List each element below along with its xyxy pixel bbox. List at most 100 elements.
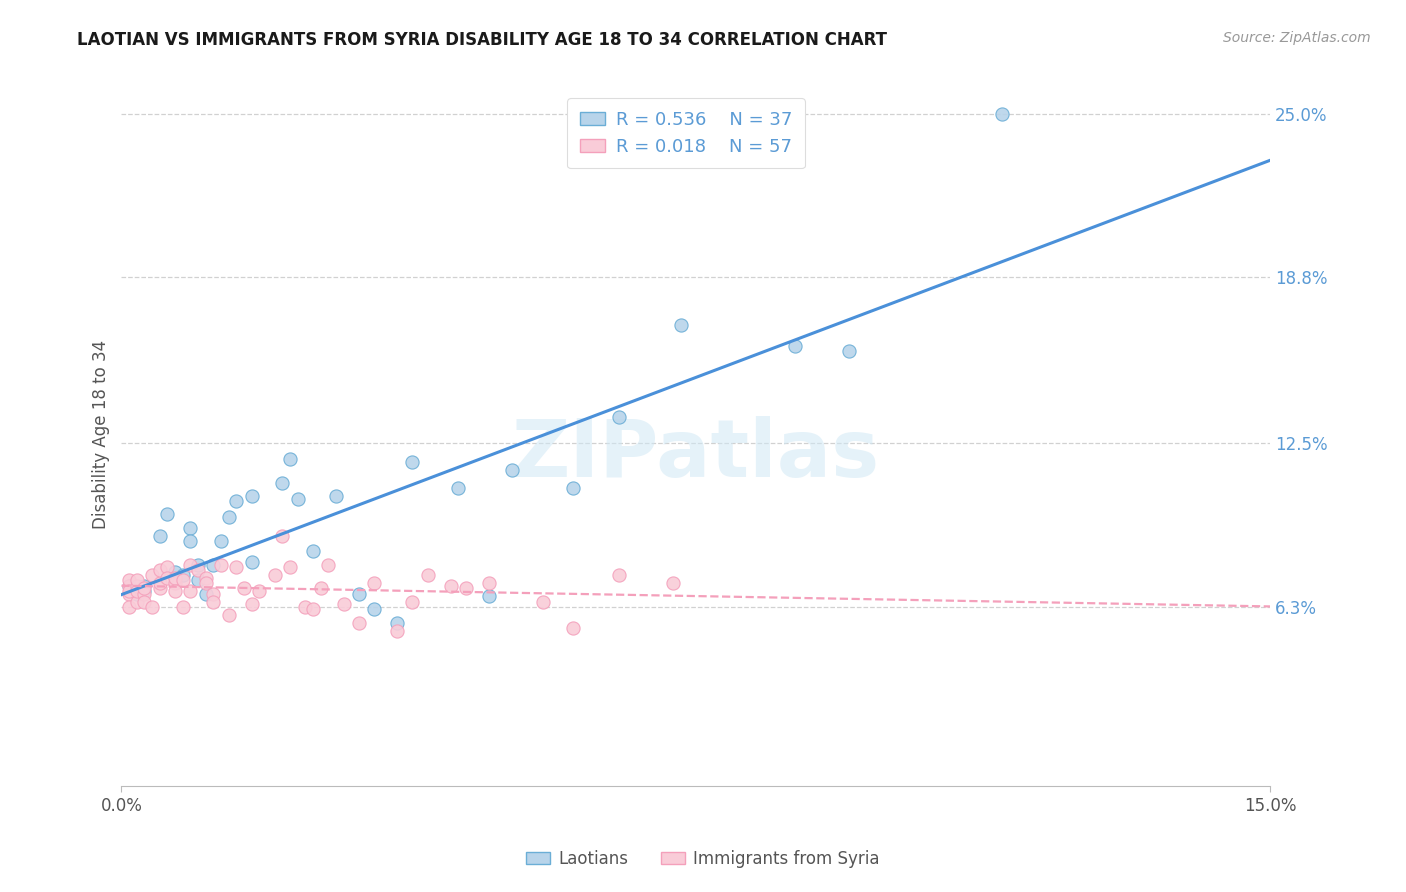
Point xyxy=(363,602,385,616)
Point xyxy=(454,582,477,596)
Point xyxy=(149,576,172,591)
Point xyxy=(187,563,209,577)
Point xyxy=(125,574,148,588)
Point xyxy=(172,599,194,614)
Point xyxy=(278,560,301,574)
Point xyxy=(209,533,232,548)
Point xyxy=(294,599,316,614)
Legend: Laotians, Immigrants from Syria: Laotians, Immigrants from Syria xyxy=(520,844,886,875)
Point xyxy=(838,343,860,358)
Point xyxy=(165,566,187,580)
Point xyxy=(240,555,263,569)
Point xyxy=(347,586,370,600)
Point xyxy=(218,607,240,622)
Text: Source: ZipAtlas.com: Source: ZipAtlas.com xyxy=(1223,31,1371,45)
Point xyxy=(134,594,156,608)
Point xyxy=(149,582,172,596)
Point xyxy=(134,579,156,593)
Point xyxy=(278,452,301,467)
Point xyxy=(149,563,172,577)
Point xyxy=(669,318,692,332)
Point xyxy=(156,508,179,522)
Point xyxy=(287,491,309,506)
Point xyxy=(118,599,141,614)
Point xyxy=(179,584,201,599)
Point xyxy=(263,568,285,582)
Point xyxy=(165,576,187,591)
Y-axis label: Disability Age 18 to 34: Disability Age 18 to 34 xyxy=(93,340,110,529)
Point xyxy=(240,597,263,611)
Point xyxy=(187,558,209,572)
Point xyxy=(209,558,232,572)
Point xyxy=(156,560,179,574)
Point xyxy=(347,615,370,630)
Point xyxy=(385,615,408,630)
Point xyxy=(172,568,194,582)
Text: ZIPatlas: ZIPatlas xyxy=(512,417,880,494)
Point xyxy=(607,568,630,582)
Point xyxy=(125,594,148,608)
Point xyxy=(179,521,201,535)
Point xyxy=(991,106,1014,120)
Point xyxy=(194,586,217,600)
Point xyxy=(225,560,247,574)
Point xyxy=(325,489,347,503)
Point xyxy=(607,409,630,424)
Point xyxy=(118,579,141,593)
Point xyxy=(202,586,225,600)
Point xyxy=(440,579,463,593)
Text: LAOTIAN VS IMMIGRANTS FROM SYRIA DISABILITY AGE 18 TO 34 CORRELATION CHART: LAOTIAN VS IMMIGRANTS FROM SYRIA DISABIL… xyxy=(77,31,887,49)
Point xyxy=(447,481,470,495)
Point xyxy=(271,528,294,542)
Point xyxy=(125,579,148,593)
Point xyxy=(501,462,523,476)
Point xyxy=(332,597,354,611)
Legend: R = 0.536    N = 37, R = 0.018    N = 57: R = 0.536 N = 37, R = 0.018 N = 57 xyxy=(567,98,804,169)
Point xyxy=(134,586,156,600)
Point xyxy=(478,576,501,591)
Point xyxy=(247,584,270,599)
Point xyxy=(662,576,685,591)
Point xyxy=(385,624,408,638)
Point xyxy=(302,544,325,558)
Point xyxy=(225,494,247,508)
Point xyxy=(165,571,187,585)
Point xyxy=(531,594,554,608)
Point xyxy=(134,584,156,599)
Point xyxy=(149,528,172,542)
Point xyxy=(316,558,339,572)
Point xyxy=(785,339,807,353)
Point xyxy=(125,586,148,600)
Point xyxy=(141,568,163,582)
Point xyxy=(202,558,225,572)
Point xyxy=(240,489,263,503)
Point xyxy=(416,568,439,582)
Point xyxy=(118,586,141,600)
Point xyxy=(165,584,187,599)
Point xyxy=(202,594,225,608)
Point xyxy=(233,582,256,596)
Point xyxy=(118,574,141,588)
Point xyxy=(194,571,217,585)
Point xyxy=(271,475,294,490)
Point xyxy=(401,455,423,469)
Point xyxy=(401,594,423,608)
Point xyxy=(118,579,141,593)
Point xyxy=(172,574,194,588)
Point xyxy=(218,510,240,524)
Point xyxy=(302,602,325,616)
Point xyxy=(194,576,217,591)
Point xyxy=(562,621,585,635)
Point xyxy=(562,481,585,495)
Point xyxy=(179,558,201,572)
Point xyxy=(156,571,179,585)
Point xyxy=(125,584,148,599)
Point xyxy=(187,574,209,588)
Point xyxy=(179,533,201,548)
Point xyxy=(141,599,163,614)
Point xyxy=(309,582,332,596)
Point xyxy=(363,576,385,591)
Point xyxy=(478,589,501,603)
Point xyxy=(134,582,156,596)
Point xyxy=(118,584,141,599)
